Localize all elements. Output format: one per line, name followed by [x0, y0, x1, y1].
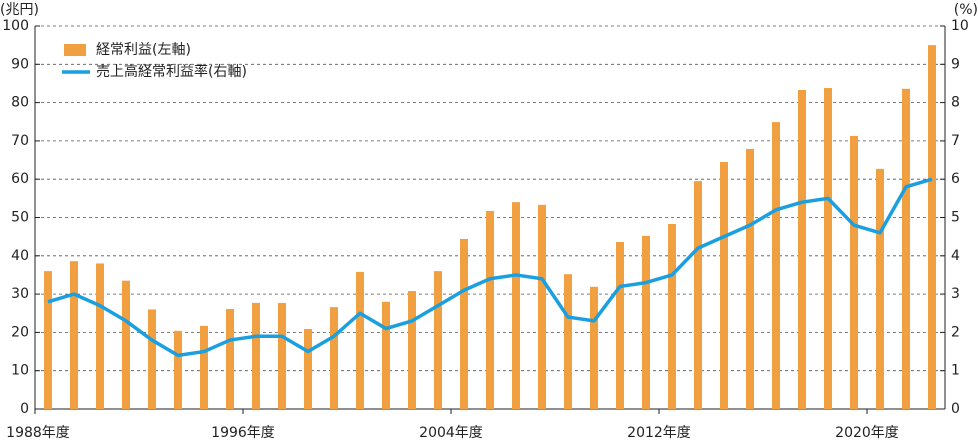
legend-label: 経常利益(左軸)	[96, 42, 191, 58]
bar	[96, 263, 104, 409]
y2-tick-label: 10	[951, 18, 969, 34]
x-tick-label: 2004年度	[419, 425, 483, 441]
bar	[694, 181, 702, 409]
bar	[564, 274, 572, 409]
y-tick-label: 70	[11, 133, 29, 149]
bar	[850, 135, 858, 409]
y-axis-label: (兆円)	[0, 2, 39, 18]
bar	[486, 210, 494, 409]
y-tick-label: 60	[11, 171, 29, 187]
x-tick-label: 1996年度	[211, 425, 275, 441]
y2-tick-label: 0	[951, 401, 960, 417]
x-tick-label: 2012年度	[627, 425, 691, 441]
y-tick-label: 0	[20, 401, 29, 417]
bar	[44, 271, 52, 409]
y-tick-label: 90	[11, 56, 29, 72]
y2-tick-label: 5	[951, 210, 960, 226]
bar	[252, 302, 260, 409]
y2-tick-label: 1	[951, 363, 960, 379]
line	[47, 177, 933, 358]
y2-tick-label: 4	[951, 248, 960, 264]
bar	[70, 261, 78, 409]
bar	[356, 271, 364, 409]
bar	[434, 271, 442, 409]
bar	[122, 280, 130, 409]
bar	[798, 89, 806, 409]
bar	[330, 307, 338, 409]
bar	[408, 291, 416, 409]
bar	[772, 122, 780, 410]
legend-swatch	[64, 44, 86, 56]
bar	[668, 224, 676, 409]
y2-tick-label: 3	[951, 286, 960, 302]
y2-tick-label: 2	[951, 324, 960, 340]
legend-label: 売上高経常利益率(右軸)	[96, 63, 247, 80]
bar	[746, 148, 754, 409]
bar	[174, 330, 182, 409]
y-tick-label: 100	[2, 18, 29, 34]
bar	[590, 286, 598, 409]
bar	[304, 328, 312, 409]
bar	[460, 238, 468, 409]
y-tick-label: 30	[11, 286, 29, 302]
y2-axis-label: (%)	[954, 2, 978, 18]
bar	[928, 45, 936, 410]
y-tick-label: 10	[11, 363, 29, 379]
bar	[538, 204, 546, 409]
y-tick-label: 20	[11, 324, 29, 340]
bar	[616, 242, 624, 409]
bar	[278, 302, 286, 409]
y2-tick-label: 7	[951, 133, 960, 149]
x-tick-label: 1988年度	[6, 425, 70, 441]
bar	[200, 325, 208, 409]
y-tick-label: 50	[11, 210, 29, 226]
x-tick-label: 2020年度	[835, 425, 899, 441]
bar	[512, 202, 520, 409]
bar	[824, 88, 832, 410]
y-tick-label: 80	[11, 95, 29, 111]
bar	[382, 301, 390, 409]
y2-tick-label: 8	[951, 95, 960, 111]
bar	[148, 309, 156, 409]
y-tick-label: 40	[11, 248, 29, 264]
bar	[226, 309, 234, 409]
bar	[902, 88, 910, 409]
bar	[642, 235, 650, 409]
bar	[720, 161, 728, 409]
y2-tick-label: 9	[951, 56, 960, 72]
y2-tick-label: 6	[951, 171, 960, 187]
bar	[876, 168, 884, 409]
